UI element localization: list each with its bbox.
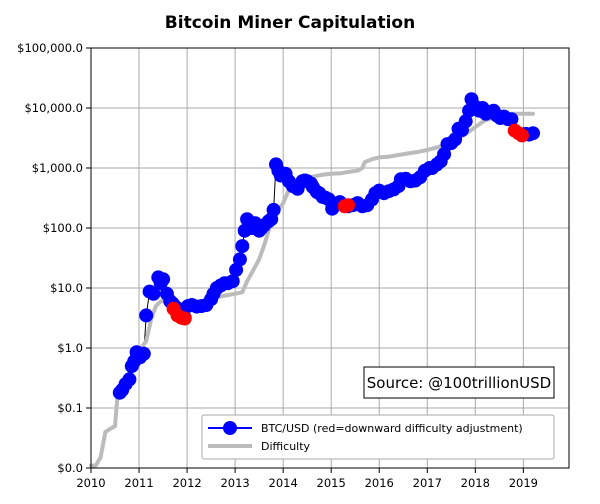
price-point [156, 272, 171, 287]
y-tick-label: $1.0 [57, 341, 83, 355]
x-tick-label: 2012 [172, 476, 201, 490]
x-tick-label: 2015 [317, 476, 346, 490]
price-point [235, 239, 250, 254]
price-point [458, 114, 473, 129]
price-point [229, 262, 244, 277]
price-point [526, 126, 540, 141]
y-tick-label: $100,000.0 [17, 41, 83, 55]
legend-box [201, 414, 555, 460]
series-layer [89, 92, 540, 468]
legend: BTC/USD (red=downward difficulty adjustm… [201, 414, 555, 460]
source-annotation-box [363, 366, 555, 399]
y-tick-label: $10.0 [50, 281, 83, 295]
price-point [139, 308, 154, 323]
price-point [146, 286, 161, 301]
x-tick-label: 2018 [461, 476, 490, 490]
x-tick-label: 2010 [76, 476, 105, 490]
price-point [122, 372, 137, 387]
plot-frame [90, 47, 570, 469]
y-tick-label: $100.0 [43, 221, 83, 235]
y-tick-label: $0.0 [57, 461, 83, 475]
source-annotation: Source: @100trillionUSD [363, 366, 555, 399]
source-annotation-text: Source: @100trillionUSD [367, 374, 551, 392]
legend-price-label: BTC/USD (red=downward difficulty adjustm… [261, 422, 523, 435]
price-point [232, 252, 247, 267]
legend-price-marker [223, 421, 237, 435]
y-tick-label: $10,000.0 [24, 101, 83, 115]
chart-title: Bitcoin Miner Capitulation [165, 13, 415, 33]
downward-adjustment-point [177, 311, 192, 326]
legend-difficulty-label: Difficulty [261, 440, 311, 453]
x-tick-label: 2013 [220, 476, 249, 490]
x-tick-label: 2014 [269, 476, 298, 490]
price-point [225, 274, 240, 289]
x-tick-label: 2019 [509, 476, 538, 490]
price-point [266, 202, 281, 217]
y-tick-label: $1,000.0 [32, 161, 83, 175]
y-tick-label: $0.1 [57, 401, 83, 415]
x-tick-label: 2016 [365, 476, 394, 490]
x-tick-label: 2017 [413, 476, 442, 490]
price-point [504, 112, 519, 127]
axis-ticks: 2010 2011 2012 2013 2014 2015 2016 2017 2018 2019… [17, 41, 538, 490]
downward-adjustment-point [514, 128, 529, 143]
x-tick-label: 2011 [124, 476, 153, 490]
downward-adjustment-point [341, 198, 355, 213]
price-point [136, 346, 151, 361]
